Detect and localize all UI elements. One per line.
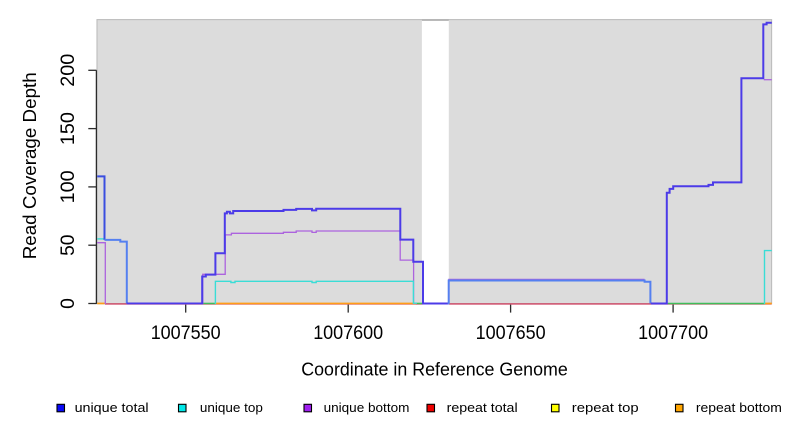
- svg-text:50: 50: [58, 234, 79, 255]
- svg-text:0: 0: [58, 298, 79, 309]
- svg-text:150: 150: [58, 112, 79, 145]
- svg-text:unique bottom: unique bottom: [324, 400, 410, 415]
- svg-text:1007550: 1007550: [151, 323, 221, 344]
- svg-text:Read Coverage Depth: Read Coverage Depth: [19, 72, 40, 259]
- svg-text:1007600: 1007600: [313, 323, 383, 344]
- svg-text:100: 100: [58, 170, 79, 203]
- svg-text:unique total: unique total: [75, 400, 149, 415]
- svg-text:repeat total: repeat total: [447, 400, 518, 415]
- svg-text:1007700: 1007700: [638, 323, 708, 344]
- svg-text:Coordinate in Reference Genome: Coordinate in Reference Genome: [301, 359, 568, 380]
- svg-text:1007650: 1007650: [476, 323, 546, 344]
- svg-text:repeat bottom: repeat bottom: [696, 400, 782, 415]
- svg-text:repeat top: repeat top: [572, 400, 639, 415]
- svg-text:unique top: unique top: [200, 400, 263, 415]
- svg-text:200: 200: [58, 54, 79, 87]
